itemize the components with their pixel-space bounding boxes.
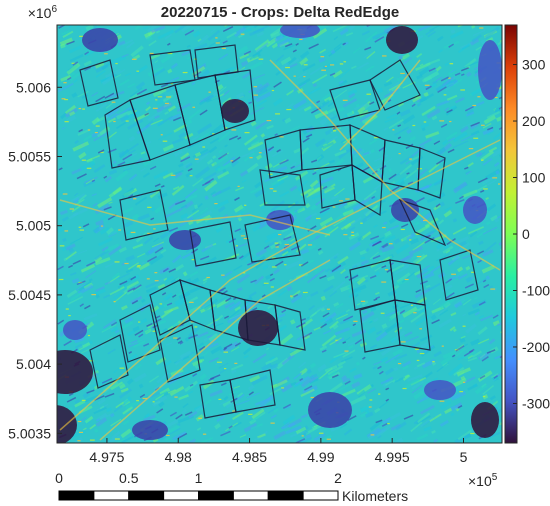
y-tick-label: 5.0045 xyxy=(8,287,51,303)
x-tick-label: 4.975 xyxy=(89,449,124,465)
scale-bar-label: 2 xyxy=(334,470,342,486)
y-exponent: ×106 xyxy=(28,4,58,21)
x-tick-label: 4.98 xyxy=(165,449,192,465)
map-title: 20220715 - Crops: Delta RedEdge xyxy=(161,4,399,21)
field-boundaries xyxy=(59,44,501,441)
scale-bar-segment xyxy=(198,490,234,501)
scale-bar-label: 1 xyxy=(195,470,203,486)
map-image xyxy=(57,25,502,443)
scale-bar-segment xyxy=(267,490,304,501)
scale-bar-unit: Kilometers xyxy=(342,488,408,504)
scale-bar-segment xyxy=(58,490,95,501)
scale-bar-segment xyxy=(163,490,199,501)
colorbar-tick-label: 100 xyxy=(522,170,546,186)
y-tick-label: 5.004 xyxy=(16,356,51,372)
scale-bar-label: 0.5 xyxy=(119,470,139,486)
y-tick-label: 5.005 xyxy=(16,218,51,234)
map-frame xyxy=(56,24,503,444)
colorbar-ticks: 300 200 100 0 -100 -200 -300 xyxy=(513,57,550,411)
colorbar-tick-label: 300 xyxy=(522,57,546,73)
scale-bar-label: 0 xyxy=(55,470,63,486)
colorbar-tick-label: 0 xyxy=(522,226,530,242)
x-tick-label: 4.99 xyxy=(307,449,334,465)
scale-bar-segment xyxy=(302,490,339,501)
y-tick-label: 5.0055 xyxy=(8,148,51,164)
y-axis: 5.0035 5.004 5.0045 5.005 5.0055 5.006 xyxy=(8,79,62,441)
x-axis: 4.975 4.98 4.985 4.99 4.995 5 xyxy=(89,438,468,465)
scale-bar-segment xyxy=(232,490,269,501)
colorbar-tick-label: 200 xyxy=(522,113,546,129)
scale-bar-segment xyxy=(128,490,165,501)
scale-bar-segment xyxy=(93,490,130,501)
y-tick-label: 5.006 xyxy=(16,79,51,95)
x-tick-label: 4.985 xyxy=(232,449,267,465)
x-tick-label: 5 xyxy=(460,449,468,465)
x-tick-label: 4.995 xyxy=(375,449,410,465)
colorbar-tick-label: -300 xyxy=(522,395,550,411)
colorbar-tick-label: -200 xyxy=(522,339,550,355)
y-tick-label: 5.0035 xyxy=(8,425,51,441)
colorbar-tick-label: -100 xyxy=(522,282,550,298)
x-exponent: ×105 xyxy=(468,472,498,489)
